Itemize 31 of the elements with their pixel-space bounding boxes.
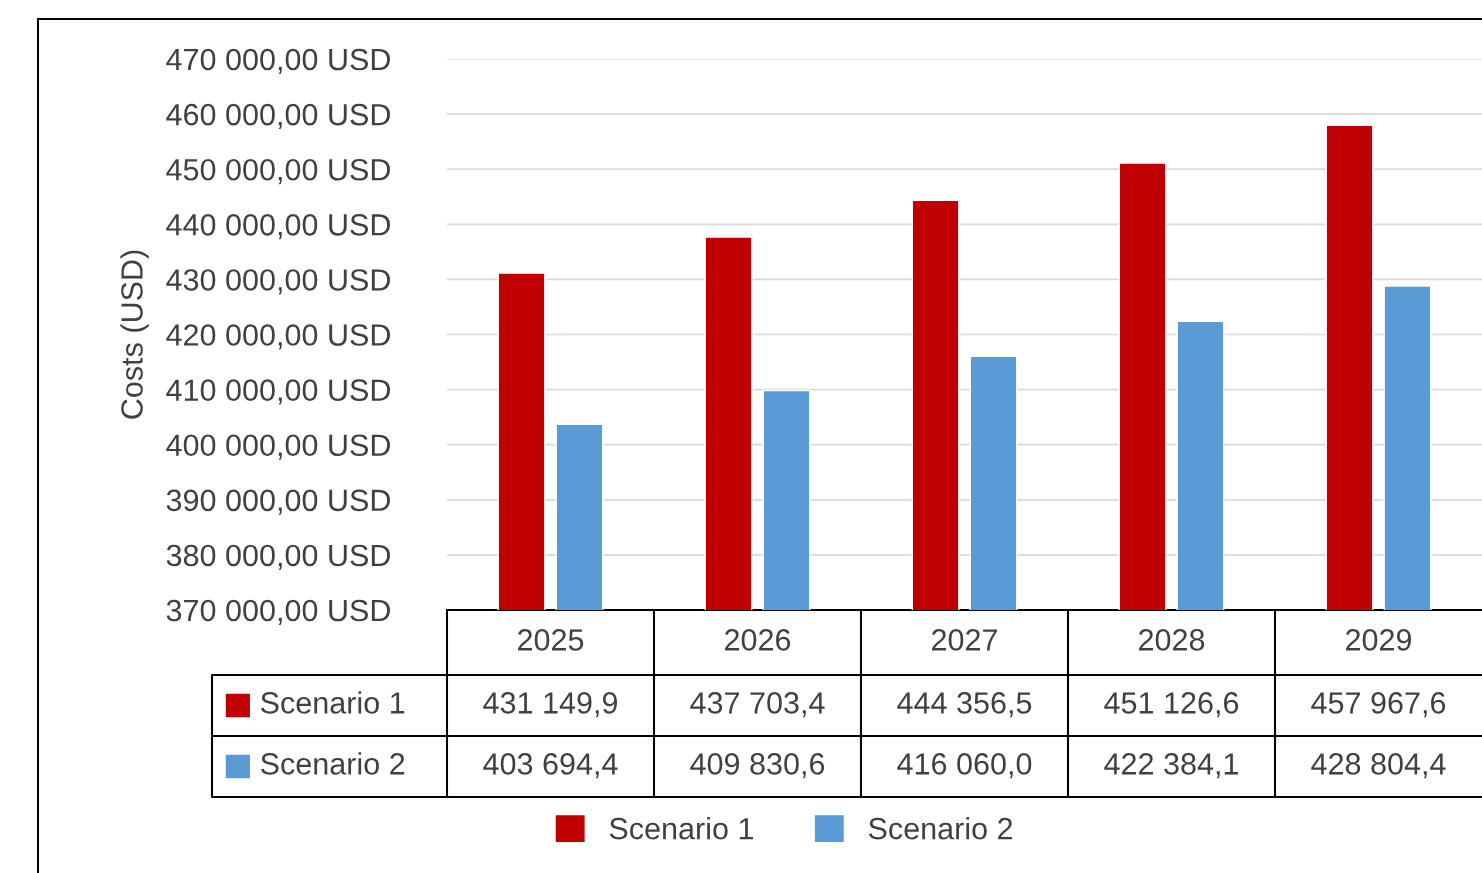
y-tick-label: 370 000,00 USD: [166, 599, 390, 625]
y-tick-label: 460 000,00 USD: [166, 103, 390, 130]
legend-label: Scenario 1: [609, 817, 753, 840]
data-label: 457 967,6: [1311, 692, 1446, 718]
data-label: 437 703,4: [690, 692, 825, 718]
y-tick-label: 450 000,00 USD: [166, 158, 390, 185]
x-tick-label: 2026: [725, 629, 791, 651]
data-label: 444 356,5: [897, 692, 1032, 718]
data-label: 409 830,6: [690, 753, 825, 779]
y-tick-label: 440 000,00 USD: [166, 214, 390, 240]
y-axis-title: Costs (USD): [120, 250, 149, 419]
y-tick-label: 390 000,00 USD: [166, 489, 390, 515]
x-tick-label: 2029: [1346, 629, 1412, 651]
text: Scenario 2: [261, 752, 405, 775]
data-label: 428 804,4: [1311, 753, 1446, 779]
data-label: 422 384,1: [1104, 753, 1238, 779]
legend-label: Scenario 2: [868, 817, 1013, 840]
y-tick-label: 430 000,00 USD: [166, 269, 390, 295]
y-tick-label: 410 000,00 USD: [166, 379, 390, 405]
y-tick-label: 420 000,00 USD: [166, 324, 390, 350]
data-label: 431 149,9: [483, 692, 618, 718]
y-tick-label: 470 000,00 USD: [166, 48, 390, 74]
x-tick-label: 2025: [518, 629, 584, 651]
y-tick-label: 400 000,00 USD: [166, 434, 390, 460]
data-label: 416 060,0: [897, 753, 1032, 779]
x-tick-label: 2027: [932, 629, 997, 651]
text: Scenario 1: [261, 691, 405, 714]
data-label: 403 694,4: [483, 753, 618, 779]
y-tick-label: 380 000,00 USD: [166, 544, 390, 570]
data-label: 451 126,6: [1104, 692, 1239, 718]
x-tick-label: 2028: [1139, 629, 1205, 651]
